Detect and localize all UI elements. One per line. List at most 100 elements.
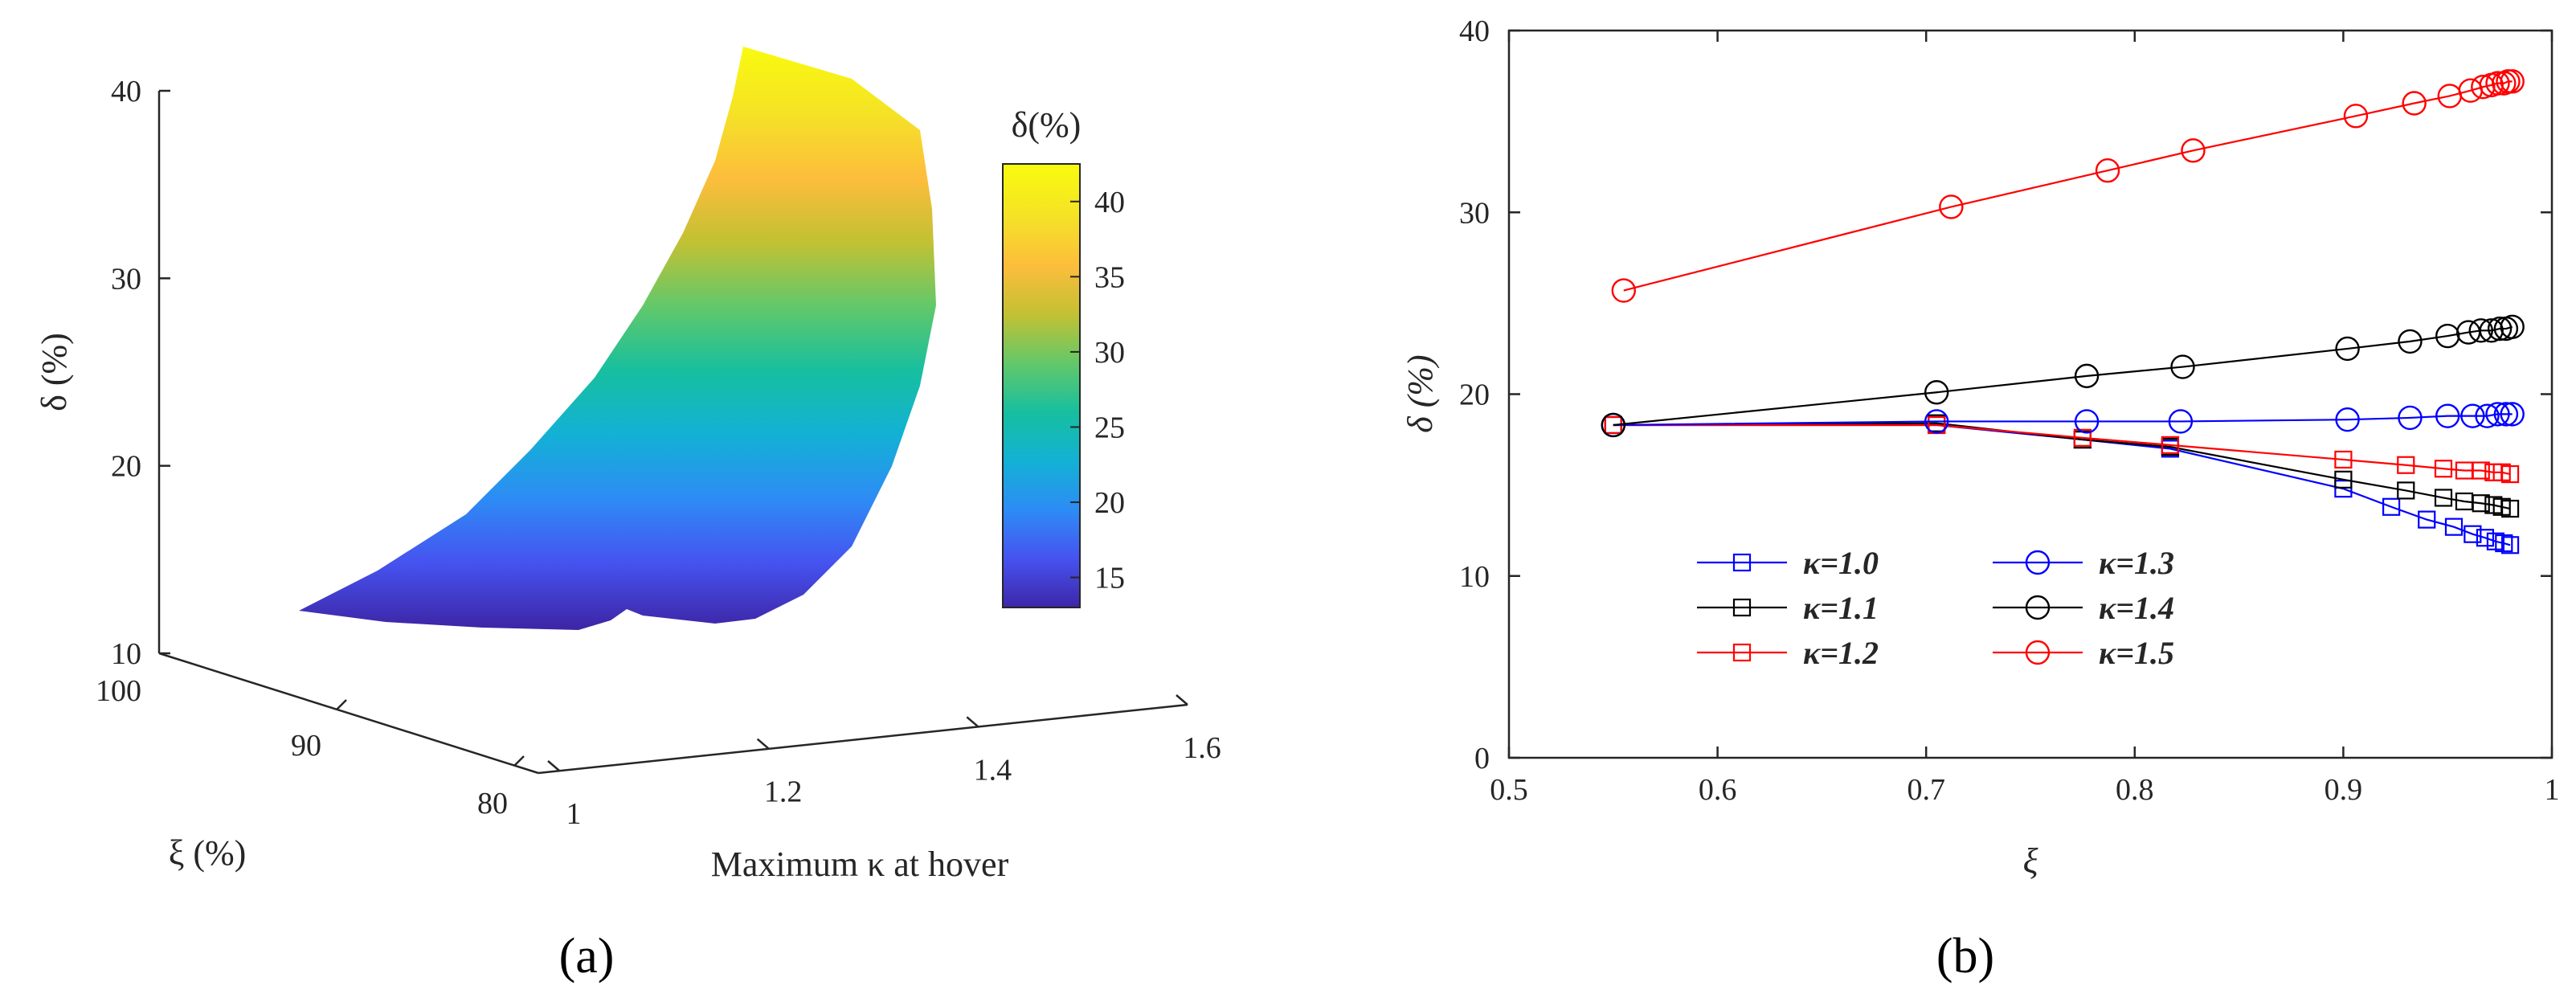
series-kappa-1.2 [1604,415,2520,484]
y-tick-label: 100 [96,674,141,708]
x-axis-line [538,703,1188,775]
data-point [2398,405,2423,431]
y-tick-mark [336,699,347,710]
data-point [2476,529,2495,547]
data-point [2464,525,2482,543]
colorbar-tick-label: 30 [1094,336,1125,370]
y-tick-label: 90 [291,729,321,763]
series-line [1613,423,2511,476]
x-tick-mark [756,738,770,750]
data-point [2487,316,2513,342]
legend-swatch-marker [1732,643,1752,662]
x-tick-label: 1.4 [974,753,1012,787]
data-point [2434,460,2453,478]
data-point [2382,497,2401,516]
legend-label: κ=1.0 [1803,545,1879,581]
x-tick-label: 1.6 [1183,731,1221,765]
colorbar-tick-label: 15 [1094,562,1125,595]
data-point [2500,464,2520,484]
z-ticks: 10 20 30 40 [111,75,170,671]
data-point [2343,104,2369,129]
x-ticks: 1 1.2 1.4 1.6 [547,694,1221,831]
colorbar-tick-label: 35 [1094,260,1125,294]
data-point [2479,318,2504,343]
data-point [2402,91,2427,116]
x-axis-label-b: ξ [2023,841,2038,881]
x-tick-label: 0.6 [1699,773,1737,807]
y-axis-label-b: δ (%) [1400,354,1440,432]
y-tick-label: 0 [1474,742,1490,775]
data-point [2460,403,2485,428]
data-point [2335,336,2360,362]
data-point [2500,499,2520,518]
data-point [2485,402,2510,427]
data-point [2500,314,2525,339]
data-point [2434,489,2453,507]
surface-patch [299,47,936,630]
y-ticks: 80 90 100 [96,674,525,820]
y-axis-label: ξ (%) [169,833,247,873]
legend-label: κ=1.3 [2099,545,2174,581]
series-layer [1601,69,2525,554]
data-point [2397,456,2415,474]
y-axis-line [158,652,539,775]
y-tick-label: 80 [477,787,508,820]
data-point [2493,402,2519,427]
legend-swatch-marker [1732,598,1752,617]
data-point [1611,278,1636,303]
x-tick-label: 1 [566,797,582,831]
x-tick-label: 0.7 [1907,773,1945,807]
data-point [2472,494,2490,513]
series-line [1613,422,2511,510]
data-point [2161,436,2180,454]
data-point [2492,71,2517,96]
data-point [1924,380,1949,405]
legend-swatch-marker [2025,595,2051,620]
data-point [2095,158,2120,183]
colorbar-tick-label: 25 [1094,411,1125,444]
data-point [2444,518,2464,536]
colorbar-tick-label: 20 [1094,486,1125,520]
y-tick-mark [513,755,525,767]
z-tick-label: 20 [111,450,141,484]
x-axis-label: Maximum κ at hover [711,845,1009,884]
colorbar-tick-label: 40 [1094,186,1125,219]
data-point [2500,402,2525,427]
data-point [1601,412,1626,438]
data-point [2074,363,2100,389]
data-point [2334,480,2353,498]
series-kappa-1.5 [1611,69,2525,303]
legend-label: κ=1.5 [2099,635,2174,671]
data-point [1924,409,1949,434]
legend-item: κ=1.5 [1993,635,2174,671]
y-tick-label: 30 [1459,196,1490,230]
z-axis-label: δ (%) [35,333,74,411]
panel-a-caption: (a) [559,929,615,984]
series-line [1613,325,2513,427]
x-tick-mark [547,760,560,771]
data-point [2170,354,2195,379]
legend-swatch-marker [2025,550,2051,575]
series-kappa-1.3 [1601,402,2525,438]
data-point [1939,194,1964,219]
y-tick-label: 10 [1459,560,1490,594]
x-tick-label: 0.9 [2325,773,2363,807]
data-point [2500,536,2520,554]
data-point [2435,403,2460,428]
data-point [2471,74,2496,100]
colorbar-title: δ(%) [1012,105,1082,145]
data-point [2335,407,2360,432]
legend-label: κ=1.4 [2099,590,2174,626]
data-point [2398,329,2423,354]
legend: κ=1.0 κ=1.1 κ=1.2 κ=1.3 κ=1.4 κ=1.5 [1697,545,2174,671]
data-point [2073,428,2091,447]
data-point [2485,71,2510,96]
data-point [2397,481,2415,500]
legend-item: κ=1.3 [1993,545,2174,581]
data-point [2472,461,2490,480]
x-tick-label: 0.8 [2116,773,2154,807]
